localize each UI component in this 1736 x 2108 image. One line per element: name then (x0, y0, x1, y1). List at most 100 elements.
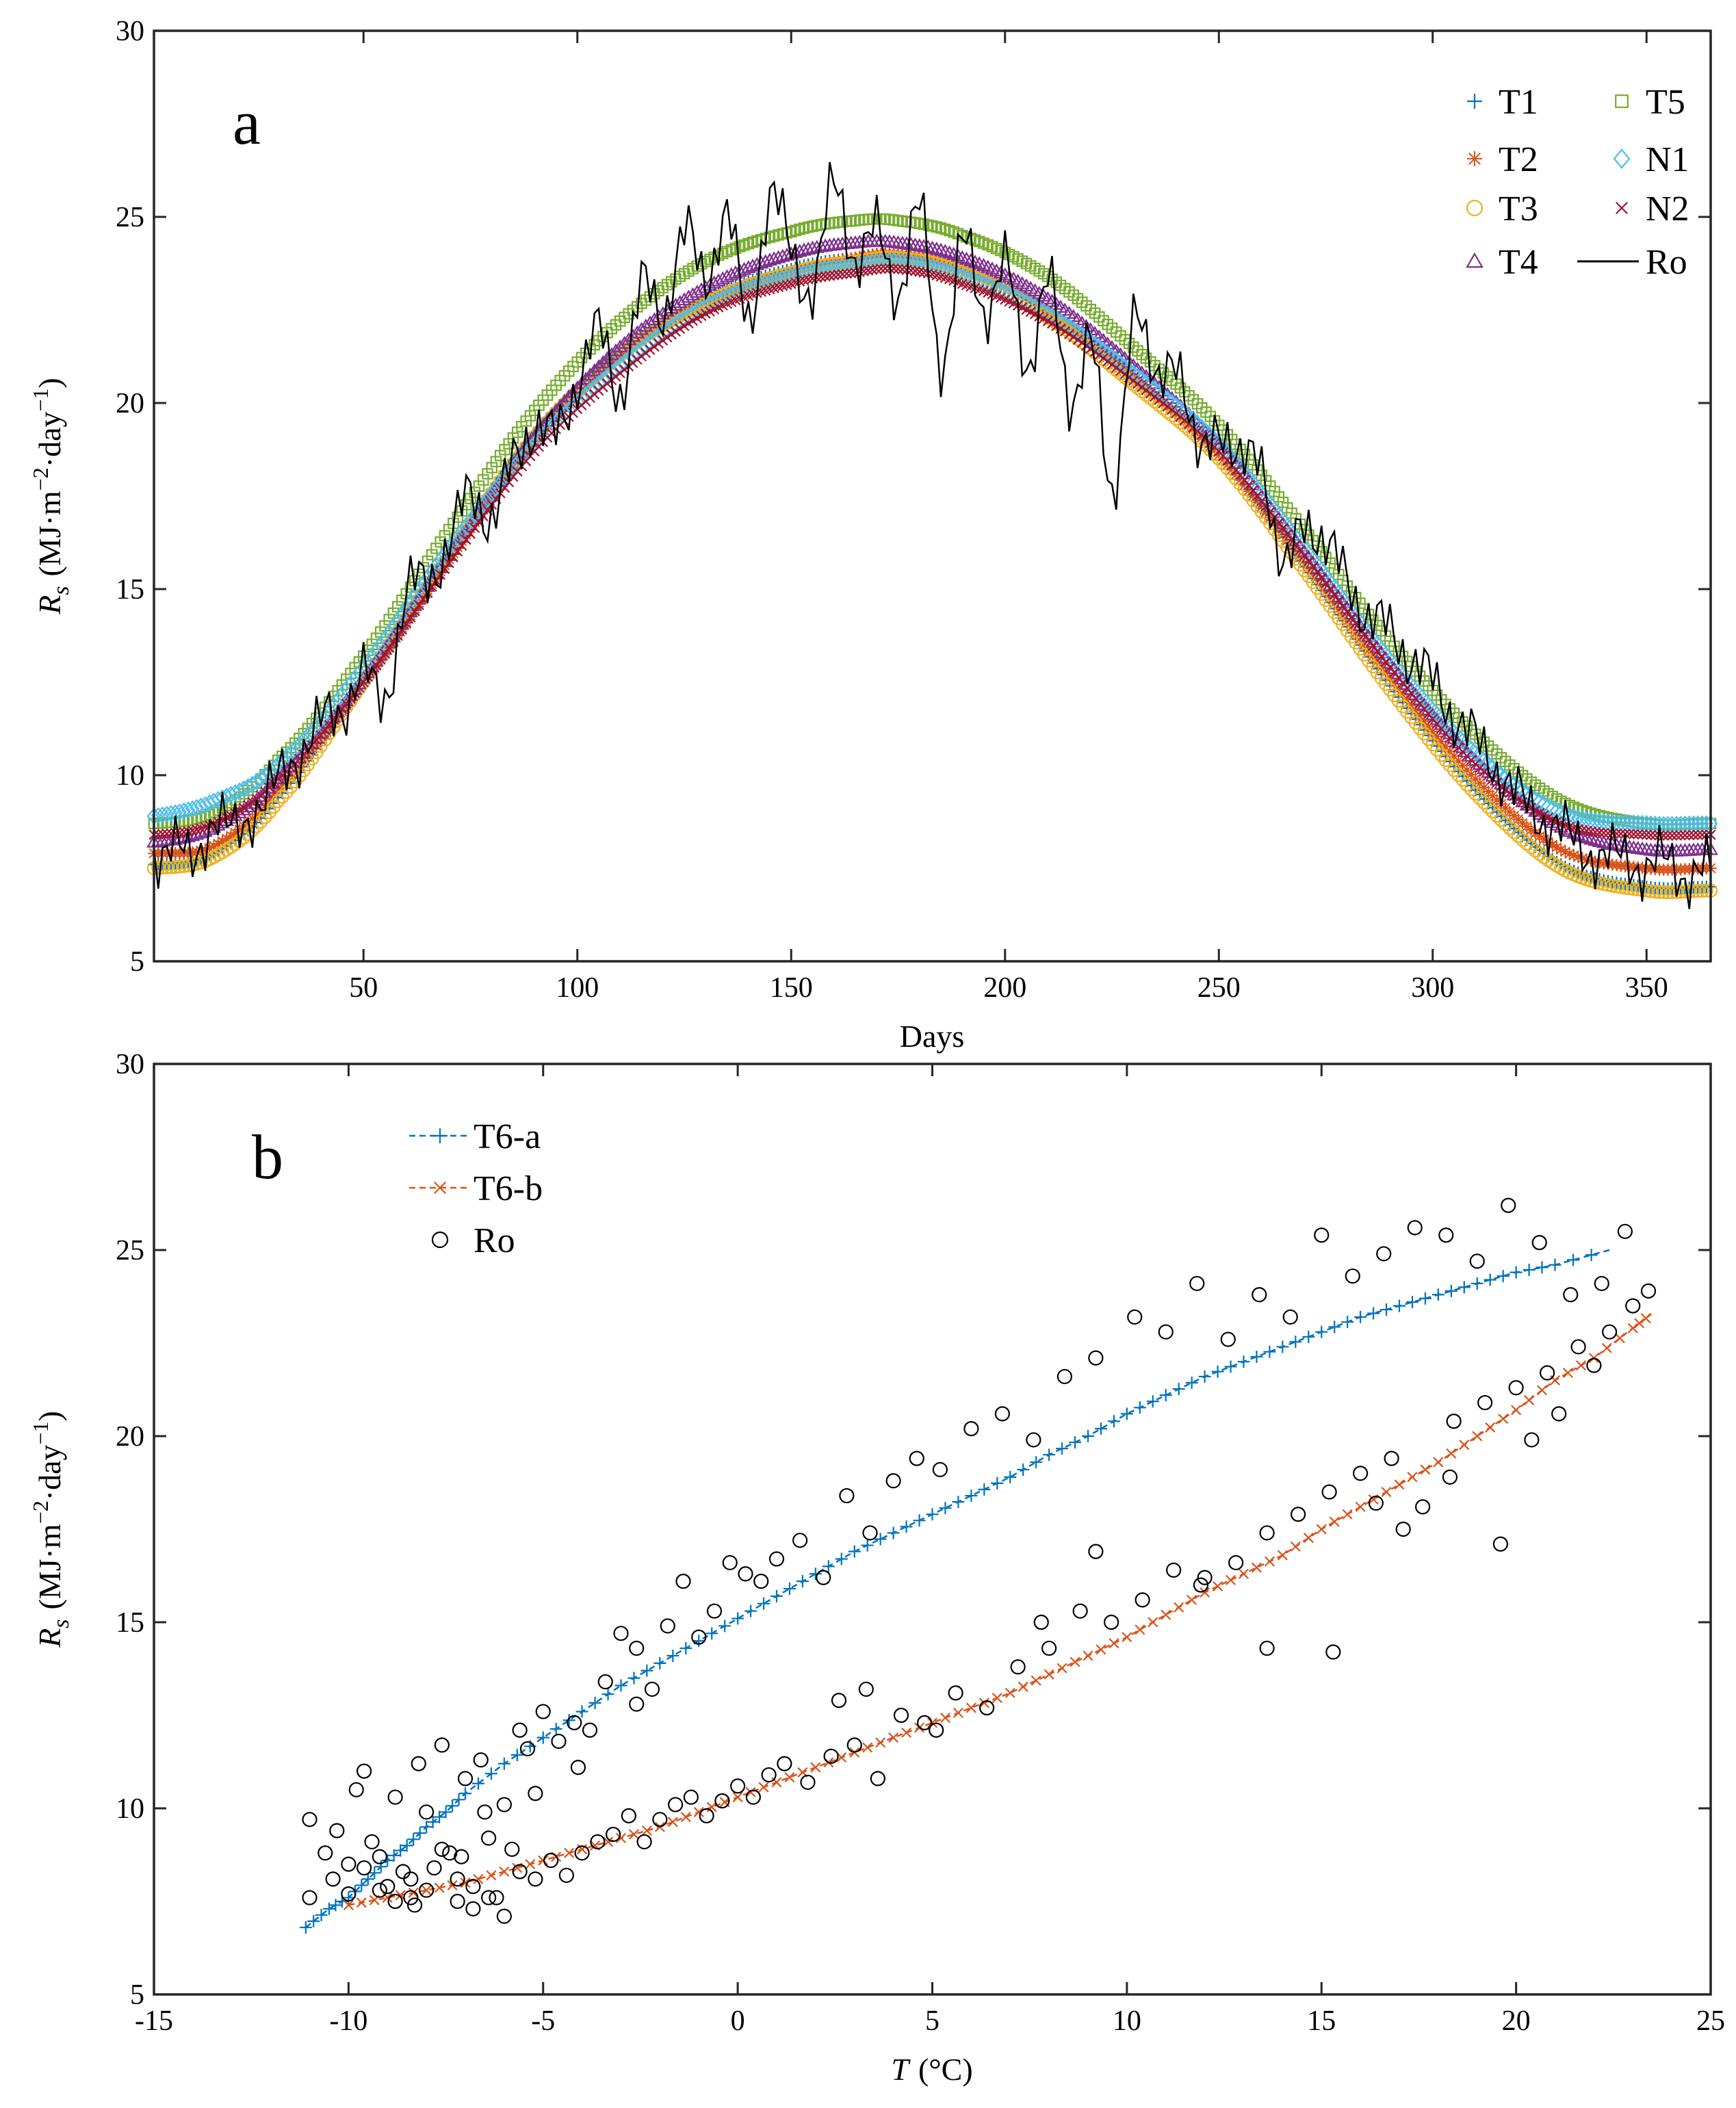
panel-a-xlabel: Days (900, 1019, 965, 1054)
b-point-t6-b (758, 1782, 769, 1793)
a-point-t2 (1431, 730, 1443, 743)
a-point-n2 (413, 599, 425, 610)
b-point-t6-a (692, 1635, 705, 1648)
legend-label-t5: T5 (1646, 83, 1685, 122)
a-point-n2 (863, 265, 874, 276)
a-point-n1 (1541, 798, 1555, 816)
a-point-t2 (1388, 677, 1401, 690)
a-point-n1 (1502, 772, 1517, 790)
b-point-t6-a (653, 1656, 666, 1669)
b-point-ro (403, 1890, 419, 1905)
b-point-t6-b (628, 1829, 639, 1840)
b-point-t6-a (1354, 1310, 1367, 1323)
a-point-t4 (1596, 835, 1611, 848)
b-point-t6-a (322, 1902, 335, 1915)
b-point-ro (1010, 1659, 1026, 1675)
b-point-ro (403, 1871, 419, 1887)
b-point-ro (496, 1797, 512, 1812)
b-point-t6-b (1096, 1644, 1106, 1655)
b-point-t6-a (1523, 1264, 1536, 1277)
b-point-t6-a (368, 1866, 381, 1879)
a-point-n1 (313, 712, 328, 729)
a-point-n2 (354, 682, 365, 693)
b-point-t6-a (913, 1514, 926, 1527)
a-point-t2 (190, 845, 203, 858)
b-point-ro (1368, 1495, 1384, 1511)
b-point-ro (917, 1715, 933, 1730)
a-point-t2 (1315, 580, 1328, 593)
a-point-t2 (1414, 710, 1426, 723)
a-point-t3 (271, 794, 285, 809)
a-point-t3 (1609, 879, 1624, 894)
b-point-ro (621, 1808, 636, 1823)
a-point-t3 (275, 790, 289, 804)
b-point-t6-b (1562, 1367, 1573, 1379)
b-point-t6-b (1135, 1624, 1145, 1635)
panel-b-ylabel-text: Rs (MJ·m−2·day−1) (28, 1411, 74, 1648)
a-point-t3 (1438, 753, 1453, 768)
a-point-n1 (365, 647, 380, 665)
b-point-ro (699, 1808, 714, 1823)
b-point-ro (1321, 1484, 1337, 1500)
legend-marker-t1-group (1467, 94, 1482, 109)
a-point-t3 (1520, 836, 1534, 851)
panel-a-ylabel: Rs (MJ·m−2·day−1) (28, 378, 74, 615)
b-point-ro (512, 1864, 528, 1879)
b-point-ro (1540, 1365, 1555, 1381)
a-series-line-ro (153, 161, 1712, 909)
b-point-t6-b (745, 1786, 756, 1797)
a-point-t2 (203, 842, 216, 855)
a-point-t4 (933, 242, 948, 256)
a-point-n2 (422, 587, 433, 598)
b-point-t6-b (680, 1812, 691, 1823)
b-point-t6-a (991, 1476, 1004, 1489)
b-point-t6-b (1537, 1385, 1548, 1396)
b-point-t6-a (413, 1827, 426, 1840)
b-point-ro (574, 1845, 590, 1861)
a-point-t4 (586, 363, 602, 376)
panel-a-ticks: 50 100 150 200 250 300 350 5 10 15 20 25 30 (116, 16, 1711, 1004)
a-point-t4 (181, 829, 196, 842)
b-point-ro (496, 1908, 512, 1924)
a-point-n1 (253, 770, 268, 788)
a-point-n2 (1367, 640, 1378, 651)
a-ytick-label: 5 (130, 946, 144, 978)
a-point-n1 (369, 642, 384, 660)
a-point-t4 (638, 318, 653, 332)
a-point-t2 (819, 257, 832, 270)
b-xtick-label: 5 (925, 2005, 940, 2037)
panel-b-ylabel-open: (MJ·m (32, 1524, 67, 1609)
a-point-n1 (416, 575, 431, 593)
b-point-ro (1259, 1525, 1275, 1541)
a-point-t2 (1251, 495, 1264, 508)
b-point-ro (660, 1618, 675, 1634)
b-point-ro (1041, 1640, 1057, 1656)
b-point-t6-b (966, 1702, 976, 1713)
legend-item-ro-b: Ro (431, 1221, 515, 1260)
a-point-n2 (1671, 830, 1682, 841)
b-point-ro (481, 1890, 497, 1905)
a-point-n2 (1093, 350, 1104, 361)
a-point-t2 (1563, 847, 1576, 860)
b-point-t6-a (1056, 1442, 1069, 1455)
b-point-t6-a (718, 1619, 731, 1632)
b-point-t6-b (460, 1877, 471, 1888)
a-point-n2 (1295, 545, 1306, 556)
b-ytick-label: 10 (116, 1793, 144, 1825)
a-point-n1 (177, 802, 192, 820)
b-point-ro (570, 1760, 586, 1775)
b-point-ro (1395, 1521, 1411, 1537)
b-point-ro (318, 1845, 333, 1861)
a-point-n1 (480, 490, 495, 508)
panel-a-ylabel-close: ) (32, 378, 67, 388)
b-point-t6-a (887, 1526, 900, 1539)
b-point-ro (535, 1704, 551, 1719)
a-point-n2 (1684, 830, 1695, 841)
b-point-ro (364, 1834, 380, 1850)
b-point-t6-b (1044, 1669, 1054, 1680)
a-point-n2 (1688, 829, 1699, 840)
b-point-t6-b (538, 1855, 549, 1866)
a-point-t2 (430, 571, 443, 584)
b-point-t6-a (400, 1839, 413, 1852)
b-point-t6-b (641, 1825, 652, 1836)
